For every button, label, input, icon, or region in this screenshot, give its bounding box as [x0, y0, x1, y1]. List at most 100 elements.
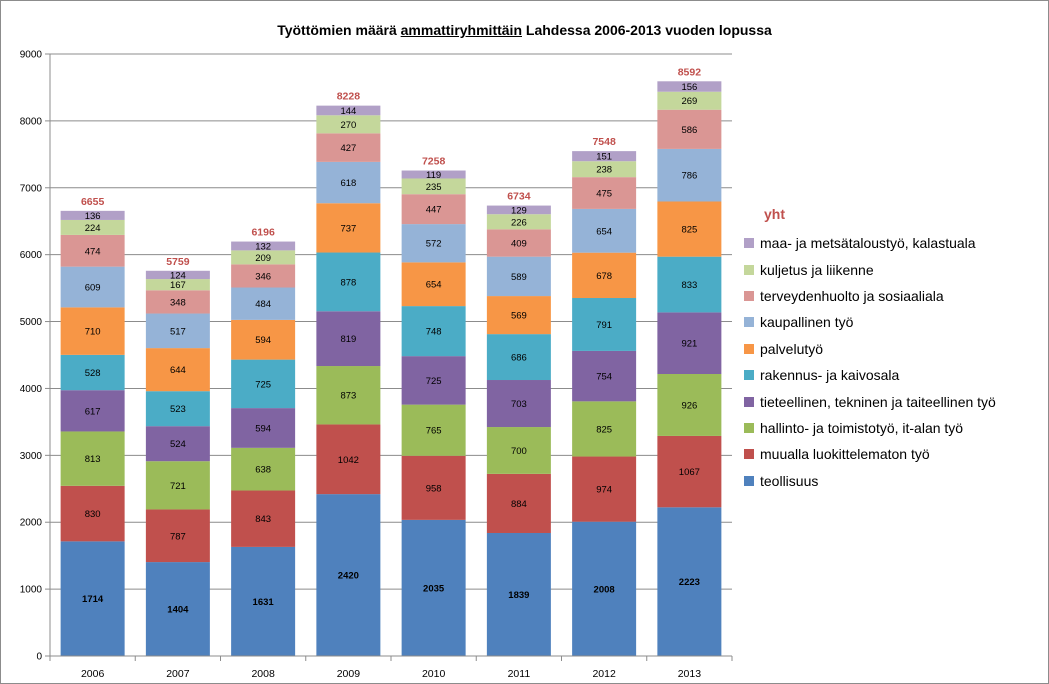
- bar-segment: [145, 562, 210, 656]
- data-label: 617: [85, 406, 101, 417]
- data-label: 1631: [253, 597, 275, 608]
- bar-segment: [486, 532, 551, 656]
- data-label: 144: [340, 106, 356, 117]
- bar-segment: [401, 519, 466, 656]
- legend-swatch: [744, 290, 754, 301]
- x-tick-label: 2012: [592, 668, 616, 680]
- data-label: 1714: [82, 594, 104, 605]
- bar-segment: [401, 262, 466, 307]
- data-label: 427: [340, 143, 356, 154]
- bar-segment: [572, 177, 637, 209]
- legend-swatch: [744, 238, 754, 249]
- data-label: 703: [511, 399, 527, 410]
- data-label: 2420: [338, 571, 359, 582]
- bar-segment: [231, 408, 296, 448]
- bar-segment: [60, 307, 125, 355]
- data-label: 1839: [508, 590, 529, 601]
- data-label: 209: [255, 253, 271, 264]
- data-label: 235: [426, 182, 442, 193]
- bar-segment: [401, 306, 466, 357]
- bar-segment: [231, 319, 296, 360]
- legend-swatch: [744, 475, 754, 486]
- data-label: 754: [596, 372, 612, 383]
- data-label: 523: [170, 404, 186, 415]
- data-label: 926: [681, 400, 697, 411]
- data-label: 958: [426, 483, 442, 494]
- legend-item: palvelutyö: [738, 336, 996, 362]
- bar-segment: [60, 431, 125, 486]
- data-label: 474: [85, 246, 101, 257]
- data-label: 151: [596, 152, 612, 163]
- legend: yht maa- ja metsätaloustyö, kalastuala ku…: [738, 206, 996, 494]
- data-label: 884: [511, 499, 527, 510]
- bar-segment: [145, 426, 210, 462]
- bar-segment: [231, 359, 296, 409]
- data-label: 2008: [594, 584, 615, 595]
- total-label: 8228: [337, 91, 361, 103]
- bar-segment: [145, 270, 210, 280]
- x-tick-label: 2013: [678, 668, 702, 680]
- legend-swatch: [744, 396, 754, 407]
- bar-segment: [60, 390, 125, 432]
- data-label: 224: [85, 223, 101, 234]
- bar-segment: [572, 456, 637, 522]
- legend-label: terveydenhuolto ja sosiaaliala: [760, 287, 944, 304]
- data-label: 269: [681, 96, 697, 107]
- data-label: 572: [426, 239, 442, 250]
- y-tick-label: 7000: [20, 183, 43, 194]
- bar-segment: [316, 161, 381, 204]
- bar-segment: [657, 373, 722, 436]
- bar-segment: [145, 313, 210, 349]
- bar-segment: [486, 427, 551, 474]
- legend-label: muualla luokittelematon työ: [760, 446, 930, 463]
- data-label: 721: [170, 481, 186, 492]
- data-label: 825: [681, 225, 697, 236]
- y-tick-label: 3000: [20, 451, 43, 462]
- x-tick-label: 2010: [422, 668, 446, 680]
- legend-label: kaupallinen työ: [760, 314, 854, 331]
- y-tick-label: 2000: [20, 518, 43, 529]
- legend-item: kuljetus ja liikenne: [738, 256, 996, 282]
- data-label: 594: [255, 423, 271, 434]
- bar-segment: [401, 170, 466, 179]
- data-label: 700: [511, 446, 527, 457]
- bar-segment: [145, 279, 210, 291]
- legend-swatch: [744, 343, 754, 354]
- data-label: 787: [170, 531, 186, 542]
- bar-segment: [145, 509, 210, 563]
- x-tick-label: 2007: [166, 668, 190, 680]
- legend-item: tieteellinen, tekninen ja taiteellinen t…: [738, 388, 996, 414]
- legend-item: terveydenhuolto ja sosiaaliala: [738, 283, 996, 309]
- bar-segment: [316, 311, 381, 367]
- data-label: 348: [170, 297, 186, 308]
- x-tick-label: 2006: [81, 668, 105, 680]
- data-label: 819: [340, 334, 356, 345]
- total-label: 8592: [678, 66, 702, 78]
- bar-segment: [231, 264, 296, 288]
- data-label: 791: [596, 320, 612, 331]
- data-label: 1404: [167, 605, 189, 616]
- total-label: 5759: [166, 256, 190, 268]
- chart-title-part: Lahdessa 2006-2013 vuoden lopussa: [522, 22, 772, 38]
- bar-segment: [572, 161, 637, 178]
- data-label: 654: [596, 226, 612, 237]
- bar-segment: [657, 81, 722, 92]
- bar-segment: [572, 208, 637, 253]
- bar-segment: [316, 203, 381, 253]
- data-label: 484: [255, 299, 271, 310]
- data-label: 238: [596, 165, 612, 176]
- legend-label: hallinto- ja toimistotyö, it-alan työ: [760, 419, 964, 436]
- bar-segment: [316, 105, 381, 116]
- bar-segment: [401, 356, 466, 405]
- y-tick-label: 8000: [20, 116, 43, 127]
- y-tick-label: 4000: [20, 384, 43, 395]
- chart-title: Työttömien määrä ammattiryhmittäin Lahde…: [0, 22, 1049, 38]
- data-label: 167: [170, 280, 186, 291]
- bar-segment: [60, 266, 125, 308]
- bar-segment: [486, 296, 551, 335]
- x-tick-label: 2011: [508, 668, 531, 680]
- data-label: 654: [426, 280, 442, 291]
- data-label: 517: [170, 326, 186, 337]
- bar-segment: [401, 455, 466, 520]
